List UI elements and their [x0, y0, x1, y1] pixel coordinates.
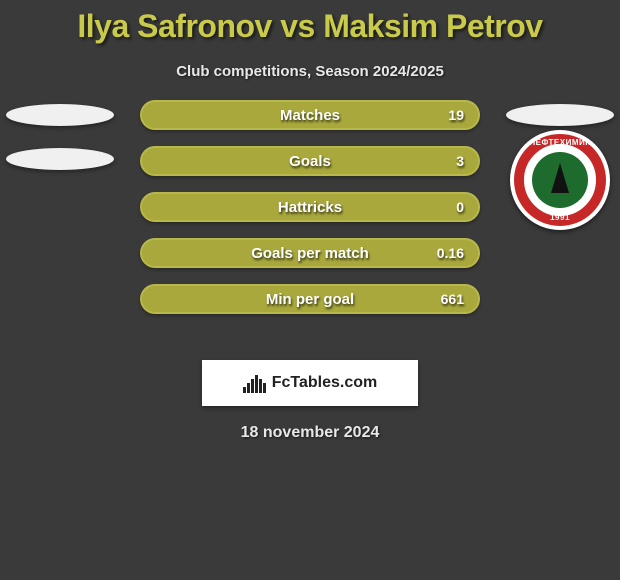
brand-text: FcTables.com	[272, 374, 378, 392]
stat-value: 0.16	[437, 245, 464, 261]
stat-value: 661	[441, 291, 464, 307]
stat-label: Hattricks	[278, 199, 342, 216]
right-player-column: НЕФТЕХИМИК 1991	[500, 108, 620, 230]
stat-label: Min per goal	[266, 291, 354, 308]
stat-bar-matches: Matches 19	[140, 100, 480, 130]
stat-bar-goals-per-match: Goals per match 0.16	[140, 238, 480, 268]
club-placeholder-oval	[6, 148, 114, 170]
derrick-icon	[551, 163, 569, 193]
player-placeholder-oval	[506, 104, 614, 126]
stat-label: Matches	[280, 107, 340, 124]
stat-bar-goals: Goals 3	[140, 146, 480, 176]
player-placeholder-oval	[6, 104, 114, 126]
date-label: 18 november 2024	[0, 424, 620, 442]
stat-bar-hattricks: Hattricks 0	[140, 192, 480, 222]
left-player-column	[0, 108, 120, 192]
comparison-arena: НЕФТЕХИМИК 1991 Matches 19 Goals 3 Hattr…	[0, 108, 620, 348]
badge-circle: НЕФТЕХИМИК 1991	[510, 130, 610, 230]
stat-label: Goals per match	[251, 245, 369, 262]
badge-bottom-text: 1991	[510, 213, 610, 222]
stat-bars: Matches 19 Goals 3 Hattricks 0 Goals per…	[140, 100, 480, 330]
stat-value: 0	[456, 199, 464, 215]
bar-chart-icon	[243, 373, 266, 393]
stat-label: Goals	[289, 153, 331, 170]
stat-value: 19	[448, 107, 464, 123]
subtitle: Club competitions, Season 2024/2025	[0, 63, 620, 80]
page-title: Ilya Safronov vs Maksim Petrov	[0, 0, 620, 45]
stat-value: 3	[456, 153, 464, 169]
club-badge: НЕФТЕХИМИК 1991	[510, 130, 610, 230]
brand-box[interactable]: FcTables.com	[202, 360, 418, 406]
badge-top-text: НЕФТЕХИМИК	[510, 138, 610, 147]
badge-center	[532, 152, 588, 208]
stat-bar-min-per-goal: Min per goal 661	[140, 284, 480, 314]
